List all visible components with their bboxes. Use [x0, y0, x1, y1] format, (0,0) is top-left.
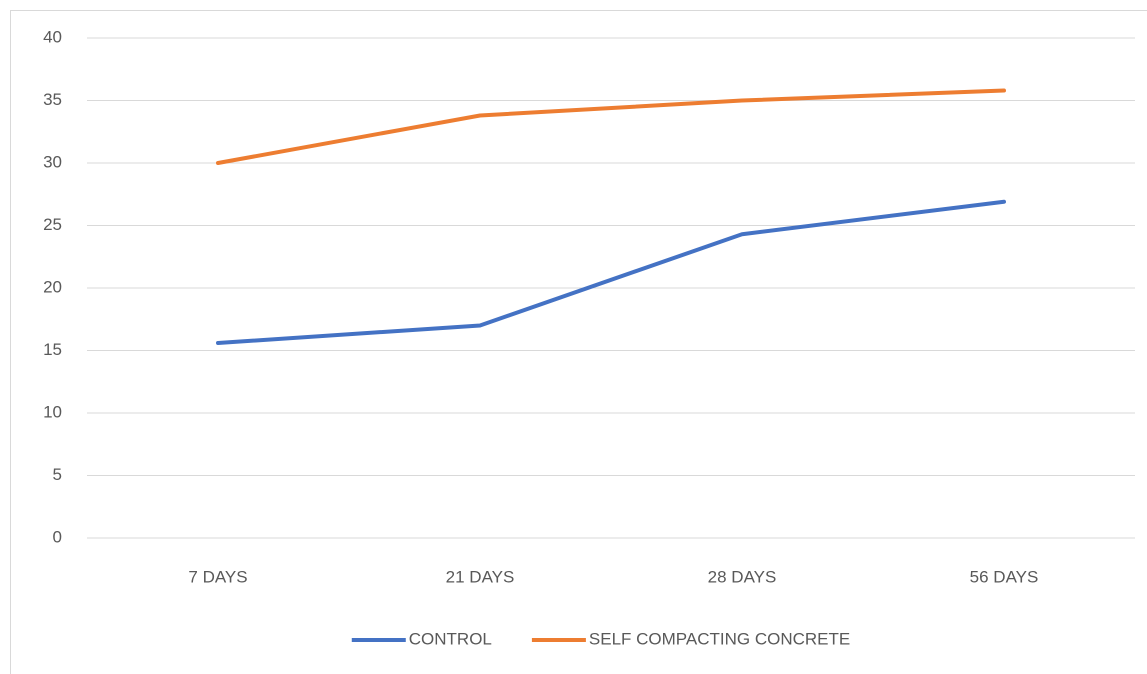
- series-line: [216, 199, 1006, 345]
- y-tick-label: 0: [53, 527, 62, 546]
- x-tick-label: 56 DAYS: [970, 567, 1039, 586]
- legend-label: CONTROL: [409, 629, 492, 648]
- series-line: [216, 88, 1006, 165]
- y-tick-label: 25: [43, 215, 62, 234]
- y-tick-label: 40: [43, 27, 62, 46]
- y-tick-label: 5: [53, 465, 62, 484]
- y-tick-label: 35: [43, 90, 62, 109]
- x-tick-label: 28 DAYS: [708, 567, 777, 586]
- y-tick-label: 30: [43, 152, 62, 171]
- y-tick-label: 15: [43, 340, 62, 359]
- x-tick-label: 21 DAYS: [446, 567, 515, 586]
- y-tick-label: 10: [43, 402, 62, 421]
- y-tick-label: 20: [43, 277, 62, 296]
- x-tick-label: 7 DAYS: [188, 567, 247, 586]
- chart-border: [10, 10, 1147, 674]
- legend-label: SELF COMPACTING CONCRETE: [589, 629, 850, 648]
